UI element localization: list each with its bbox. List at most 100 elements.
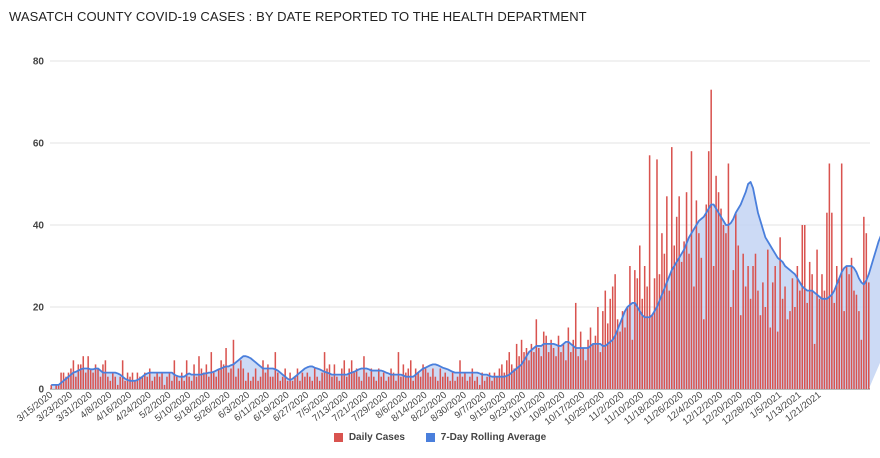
bar-323 bbox=[845, 266, 848, 389]
bar-71 bbox=[225, 348, 227, 389]
bar-320 bbox=[838, 278, 840, 389]
bar-103 bbox=[304, 376, 306, 389]
bar-287 bbox=[757, 290, 759, 389]
bar-172 bbox=[474, 380, 476, 389]
bar-237 bbox=[634, 270, 636, 389]
bar-231 bbox=[619, 331, 621, 389]
bar-316 bbox=[828, 163, 831, 389]
legend-swatch-rolling-average bbox=[425, 433, 435, 442]
bar-63 bbox=[205, 364, 208, 389]
bar-99 bbox=[294, 376, 296, 389]
bar-291 bbox=[767, 249, 769, 389]
bar-152 bbox=[424, 368, 427, 389]
bar-198 bbox=[538, 348, 540, 389]
bar-102 bbox=[301, 372, 304, 389]
bar-93 bbox=[279, 380, 282, 389]
bar-37 bbox=[141, 376, 144, 389]
bar-146 bbox=[409, 360, 412, 389]
bar-321 bbox=[840, 163, 843, 389]
bar-238 bbox=[636, 278, 639, 389]
bar-66 bbox=[212, 372, 215, 389]
bar-86 bbox=[262, 360, 264, 389]
bar-225 bbox=[604, 290, 607, 389]
bar-64 bbox=[208, 376, 210, 389]
bar-68 bbox=[217, 368, 220, 389]
bar-87 bbox=[264, 372, 267, 389]
bar-296 bbox=[779, 237, 781, 389]
y-tick-0: 0 bbox=[38, 385, 44, 396]
bar-89 bbox=[269, 376, 272, 389]
bar-82 bbox=[252, 376, 254, 389]
bar-12 bbox=[80, 364, 82, 389]
bar-201 bbox=[545, 335, 547, 389]
bar-258 bbox=[685, 192, 688, 389]
bar-256 bbox=[680, 261, 683, 389]
bar-300 bbox=[789, 311, 791, 389]
bar-279 bbox=[737, 245, 740, 389]
bar-305 bbox=[801, 225, 804, 389]
bar-259 bbox=[688, 253, 690, 389]
bar-268 bbox=[710, 89, 712, 389]
bar-45 bbox=[161, 372, 163, 389]
bar-196 bbox=[533, 352, 535, 389]
bar-224 bbox=[602, 311, 604, 389]
bar-254 bbox=[675, 216, 678, 389]
rolling-average-line-layer bbox=[51, 181, 880, 386]
rolling-average-line bbox=[51, 181, 880, 386]
bar-62 bbox=[203, 372, 205, 389]
bar-52 bbox=[178, 380, 181, 389]
legend-item-rolling-average[interactable]: 7-Day Rolling Average bbox=[425, 432, 546, 443]
bar-203 bbox=[550, 339, 552, 389]
bar-234 bbox=[626, 307, 629, 389]
bar-75 bbox=[235, 376, 237, 389]
bar-194 bbox=[528, 360, 530, 389]
bar-213 bbox=[574, 302, 577, 389]
bar-220 bbox=[592, 343, 594, 389]
bar-32 bbox=[129, 376, 131, 389]
bar-101 bbox=[299, 380, 301, 389]
bar-120 bbox=[345, 376, 348, 389]
y-tick-60: 60 bbox=[33, 139, 45, 150]
bar-331 bbox=[865, 233, 868, 389]
bar-257 bbox=[683, 241, 685, 389]
bar-190 bbox=[518, 356, 520, 389]
bar-326 bbox=[853, 290, 855, 389]
bar-69 bbox=[220, 360, 222, 389]
legend-item-daily-cases[interactable]: Daily Cases bbox=[333, 432, 405, 443]
bar-162 bbox=[449, 380, 451, 389]
bar-310 bbox=[813, 343, 816, 389]
bar-270 bbox=[715, 175, 717, 389]
bar-53 bbox=[180, 372, 183, 389]
bar-59 bbox=[195, 376, 198, 389]
bar-171 bbox=[471, 368, 474, 389]
bar-204 bbox=[552, 348, 555, 389]
bar-317 bbox=[831, 212, 833, 389]
bar-243 bbox=[648, 155, 651, 389]
bar-46 bbox=[163, 384, 166, 389]
bar-175 bbox=[481, 372, 483, 389]
bar-221 bbox=[594, 335, 597, 389]
bar-165 bbox=[456, 376, 459, 389]
bar-312 bbox=[818, 298, 821, 389]
bar-318 bbox=[833, 302, 836, 389]
bar-248 bbox=[661, 233, 663, 389]
bar-156 bbox=[434, 376, 437, 389]
bar-90 bbox=[272, 376, 274, 389]
bar-222 bbox=[597, 307, 599, 389]
bar-188 bbox=[513, 368, 515, 389]
bar-212 bbox=[572, 339, 575, 389]
bar-288 bbox=[759, 315, 762, 389]
bar-58 bbox=[193, 364, 195, 389]
bar-83 bbox=[254, 368, 257, 389]
bar-2 bbox=[55, 384, 57, 389]
bar-163 bbox=[451, 372, 454, 389]
bar-314 bbox=[823, 290, 826, 389]
bar-189 bbox=[515, 343, 518, 389]
bar-182 bbox=[498, 368, 501, 389]
bar-284 bbox=[749, 298, 752, 389]
bar-327 bbox=[855, 294, 858, 389]
bar-56 bbox=[188, 376, 190, 389]
bar-28 bbox=[119, 376, 121, 389]
bar-130 bbox=[370, 368, 373, 389]
bar-17 bbox=[92, 372, 94, 389]
